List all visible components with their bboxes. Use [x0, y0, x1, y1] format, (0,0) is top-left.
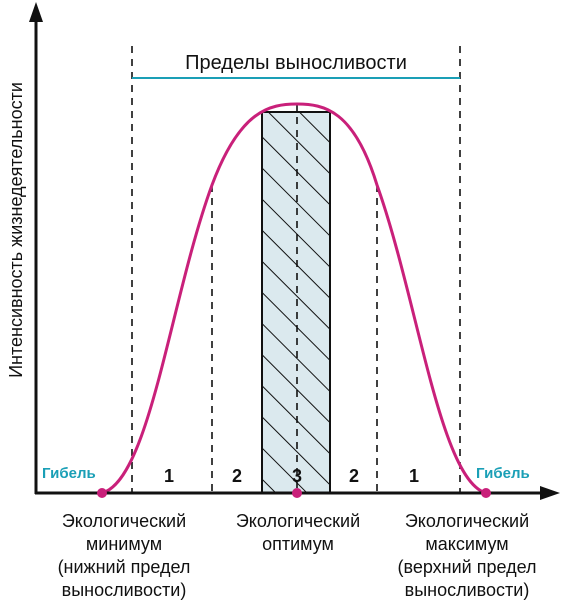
optimum-label-line-1: Экологический	[236, 511, 360, 531]
y-axis-arrow	[29, 2, 43, 22]
death-label-left: Гибель	[42, 465, 96, 482]
minimum-point	[97, 488, 107, 498]
zone-label-left-inner: 2	[232, 466, 242, 486]
minimum-label-line-2: минимум	[86, 534, 162, 554]
maximum-label-line-4: выносливости)	[405, 580, 530, 600]
death-label-right: Гибель	[476, 465, 530, 482]
maximum-label-line-2: максимум	[425, 534, 508, 554]
maximum-label-line-1: Экологический	[405, 511, 529, 531]
maximum-label-line-3: (верхний предел	[397, 557, 536, 577]
minimum-label-line-1: Экологический	[62, 511, 186, 531]
tolerance-range-label: Пределы выносливости	[185, 52, 407, 74]
zone-label-optimum: 3	[292, 466, 302, 486]
x-axis-arrow	[540, 486, 560, 500]
zone-label-right-outer: 1	[409, 466, 419, 486]
y-axis-label: Интенсивность жизнедеятельности	[6, 82, 26, 378]
minimum-label-line-3: (нижний предел	[58, 557, 191, 577]
tolerance-curve	[101, 102, 487, 495]
zone-label-right-inner: 2	[349, 466, 359, 486]
optimum-zone	[261, 111, 331, 494]
zone-label-left-outer: 1	[164, 466, 174, 486]
maximum-point	[481, 488, 491, 498]
minimum-label-line-4: выносливости)	[62, 580, 187, 600]
optimum-point	[292, 488, 302, 498]
optimum-label-line-2: оптимум	[262, 534, 334, 554]
